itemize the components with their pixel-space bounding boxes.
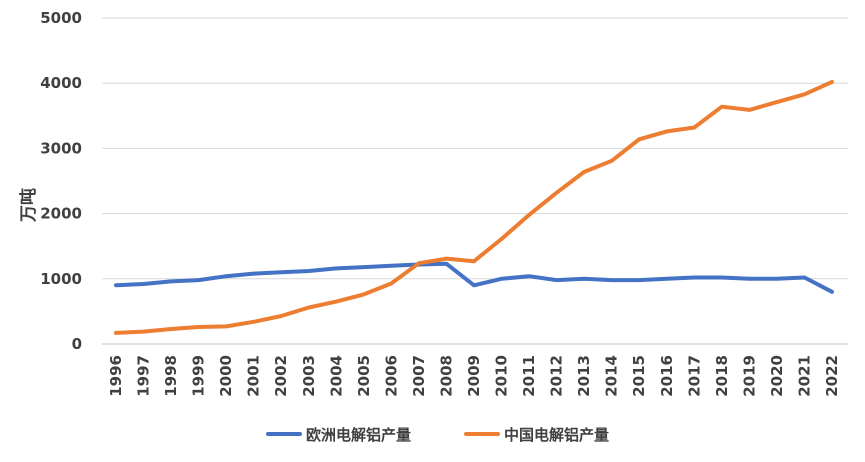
legend-label-0: 欧洲电解铝产量 [306, 426, 411, 444]
y-axis-ticks: 0 1000 2000 3000 4000 5000 [40, 9, 82, 353]
x-tick-label: 2022 [823, 355, 841, 397]
series-line-0 [114, 261, 834, 294]
x-tick-label: 2006 [382, 355, 400, 397]
y-tick-label: 3000 [40, 139, 82, 157]
x-tick-label: 2000 [217, 355, 235, 397]
x-tick-label: 2009 [465, 355, 483, 397]
series-line-1 [114, 79, 834, 335]
y-tick-label: 1000 [40, 270, 82, 288]
legend: 欧洲电解铝产量 中国电解铝产量 [266, 426, 609, 444]
x-tick-label: 2007 [410, 355, 428, 397]
x-tick-label: 2021 [795, 355, 813, 397]
x-axis-ticks: 1996 1997 1998 1999 2000 2001 2002 2003 2004 2005… [107, 355, 841, 397]
x-tick-label: 2002 [272, 355, 290, 397]
x-tick-label: 2003 [300, 355, 318, 397]
x-tick-label: 2013 [575, 355, 593, 397]
x-tick-label: 2019 [740, 355, 758, 397]
x-tick-label: 2012 [548, 355, 566, 397]
x-tick-label: 1998 [162, 355, 180, 397]
y-tick-label: 2000 [40, 205, 82, 223]
x-tick-label: 2005 [355, 355, 373, 397]
x-tick-label: 2015 [630, 355, 648, 397]
x-tick-label: 2008 [437, 355, 455, 397]
x-tick-label: 2017 [685, 355, 703, 397]
x-tick-label: 2001 [245, 355, 263, 397]
x-tick-label: 1999 [190, 355, 208, 397]
x-tick-label: 2011 [520, 355, 538, 397]
series-lines [114, 79, 834, 335]
x-tick-label: 1997 [135, 355, 153, 397]
y-tick-label: 0 [72, 335, 82, 353]
gridlines [102, 17, 848, 345]
x-tick-label: 1996 [107, 355, 125, 397]
y-axis-label: 万吨 [18, 188, 39, 223]
x-tick-label: 2010 [493, 355, 511, 397]
x-tick-label: 2018 [713, 355, 731, 397]
legend-label-1: 中国电解铝产量 [504, 426, 609, 444]
y-tick-label: 5000 [40, 9, 82, 27]
x-tick-label: 2020 [768, 355, 786, 397]
x-tick-label: 2014 [603, 355, 621, 397]
x-tick-label: 2016 [658, 355, 676, 397]
x-tick-label: 2004 [327, 355, 345, 397]
y-tick-label: 4000 [40, 74, 82, 92]
